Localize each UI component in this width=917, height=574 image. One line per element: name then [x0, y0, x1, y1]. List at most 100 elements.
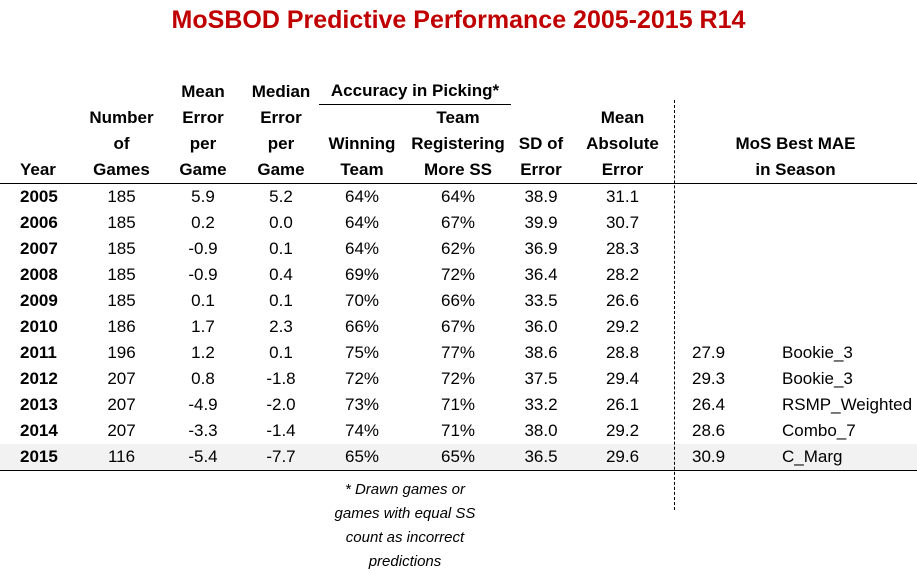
- best-model-cell: [754, 314, 917, 340]
- mean-error-cell: 0.1: [191, 291, 215, 310]
- accuracy-group-header: Accuracy in Picking*: [319, 78, 511, 105]
- best-mae-cell: 28.6: [692, 421, 726, 440]
- year-cell: 2006: [20, 213, 58, 232]
- sd-cell: 38.0: [524, 421, 558, 440]
- best-model-cell: [754, 236, 917, 262]
- games-cell: 116: [80, 444, 163, 471]
- best-model-cell: Bookie_3: [782, 343, 853, 362]
- year-cell: 2005: [20, 187, 58, 206]
- ss-header-2: Registering: [411, 134, 505, 153]
- games-cell: 185: [107, 265, 136, 284]
- year-cell: 2010: [20, 317, 58, 336]
- mae-cell: 29.2: [605, 317, 640, 336]
- games-header-3: Games: [80, 157, 163, 184]
- sd-cell: 38.9: [524, 187, 558, 206]
- games-cell: 207: [107, 369, 136, 388]
- sd-cell: 36.9: [524, 239, 558, 258]
- games-cell: 185: [107, 187, 136, 206]
- footnote-line: * Drawn games or: [344, 481, 466, 498]
- sd-cell: 33.5: [524, 291, 558, 310]
- mae-cell: 28.8: [605, 343, 640, 362]
- year-cell: 2013: [20, 395, 58, 414]
- table-body: 2005 185 5.9 5.2 64% 64% 38.9 31.1 2006 185 0.2 0.0…: [0, 184, 917, 471]
- games-header-1: Number: [89, 108, 154, 127]
- median-error-cell: 5.2: [269, 187, 293, 206]
- winning-pct-cell: 64%: [344, 239, 380, 258]
- best-mae-cell: 29.3: [692, 369, 726, 388]
- performance-table: Mean Median Accuracy in Picking* Number …: [0, 78, 917, 471]
- ss-pct-cell: 72%: [440, 265, 476, 284]
- mae-cell: 31.1: [605, 187, 640, 206]
- ss-pct-cell: 67%: [440, 213, 476, 232]
- mean-error-cell: 1.7: [191, 317, 215, 336]
- mae-cell: 29.6: [571, 444, 674, 471]
- best-model-cell: [754, 210, 917, 236]
- mae-cell: 26.6: [605, 291, 640, 310]
- sd-cell: 33.2: [524, 395, 558, 414]
- footnote-line: games with equal SS: [334, 505, 476, 522]
- games-cell: 186: [107, 317, 136, 336]
- median-error-cell: 0.1: [269, 239, 293, 258]
- year-cell: 2009: [20, 291, 58, 310]
- mean-error-header-3: per: [189, 134, 217, 153]
- best-mae-header-1: MoS Best MAE: [735, 134, 856, 153]
- mae-cell: 30.7: [605, 213, 640, 232]
- mae-cell: 28.3: [605, 239, 640, 258]
- mean-error-cell: -0.9: [188, 239, 218, 258]
- median-error-cell: 0.4: [269, 265, 293, 284]
- best-mae-cell: [674, 288, 754, 314]
- table-row: 2008 185 -0.9 0.4 69% 72% 36.4 28.2: [0, 262, 917, 288]
- median-error-header-4: Game: [243, 157, 319, 184]
- winning-pct-cell: 72%: [344, 369, 380, 388]
- median-error-cell: 0.1: [269, 291, 293, 310]
- sd-header-1: SD of: [518, 134, 564, 153]
- median-error-cell: -1.8: [266, 369, 296, 388]
- table-row: 2014 207 -3.3 -1.4 74% 71% 38.0 29.2 28.6 Combo_7: [0, 418, 917, 444]
- ss-pct-cell: 71%: [440, 421, 476, 440]
- median-error-header-2: Error: [260, 108, 302, 127]
- ss-pct-cell: 62%: [440, 239, 476, 258]
- best-mae-cell: 26.4: [692, 395, 726, 414]
- mean-error-cell: 0.8: [191, 369, 215, 388]
- mean-error-cell: -0.9: [188, 265, 218, 284]
- table-row: 2006 185 0.2 0.0 64% 67% 39.9 30.7: [0, 210, 917, 236]
- footnote-line: predictions: [368, 553, 442, 570]
- ss-pct-cell: 65%: [405, 444, 511, 471]
- sd-cell: 37.5: [524, 369, 558, 388]
- mean-error-header-4: Game: [163, 157, 243, 184]
- year-cell: 2012: [20, 369, 58, 388]
- year-cell: 2008: [20, 265, 58, 284]
- year-cell: 2011: [20, 343, 57, 362]
- ss-pct-cell: 72%: [440, 369, 476, 388]
- best-model-cell: RSMP_Weighted: [782, 395, 913, 414]
- column-divider: [674, 100, 675, 510]
- ss-pct-cell: 64%: [440, 187, 476, 206]
- year-cell: 2014: [20, 421, 58, 440]
- mae-cell: 29.2: [605, 421, 640, 440]
- mean-error-header-1: Mean: [181, 81, 225, 101]
- mean-error-cell: -5.4: [163, 444, 243, 471]
- year-cell: 2007: [20, 239, 58, 258]
- games-header-2: of: [113, 134, 130, 153]
- sd-cell: 36.0: [524, 317, 558, 336]
- table-row: 2010 186 1.7 2.3 66% 67% 36.0 29.2: [0, 314, 917, 340]
- ss-header-1: Team: [436, 108, 480, 127]
- games-cell: 185: [107, 291, 136, 310]
- mean-error-cell: 1.2: [191, 343, 215, 362]
- mae-cell: 26.1: [605, 395, 640, 414]
- ss-pct-cell: 77%: [440, 343, 476, 362]
- winning-pct-cell: 65%: [319, 444, 405, 471]
- best-mae-cell: [674, 314, 754, 340]
- games-cell: 196: [107, 343, 136, 362]
- mae-cell: 28.2: [605, 265, 640, 284]
- median-error-cell: 2.3: [269, 317, 293, 336]
- median-error-cell: -1.4: [266, 421, 296, 440]
- games-cell: 207: [107, 421, 136, 440]
- sd-cell: 38.6: [524, 343, 558, 362]
- median-error-header-1: Median: [251, 81, 311, 101]
- best-model-cell: [754, 288, 917, 314]
- best-model-cell: Bookie_3: [782, 369, 853, 388]
- winning-pct-cell: 69%: [344, 265, 380, 284]
- mae-header-3: Error: [571, 157, 674, 184]
- best-mae-header-2: in Season: [674, 157, 917, 184]
